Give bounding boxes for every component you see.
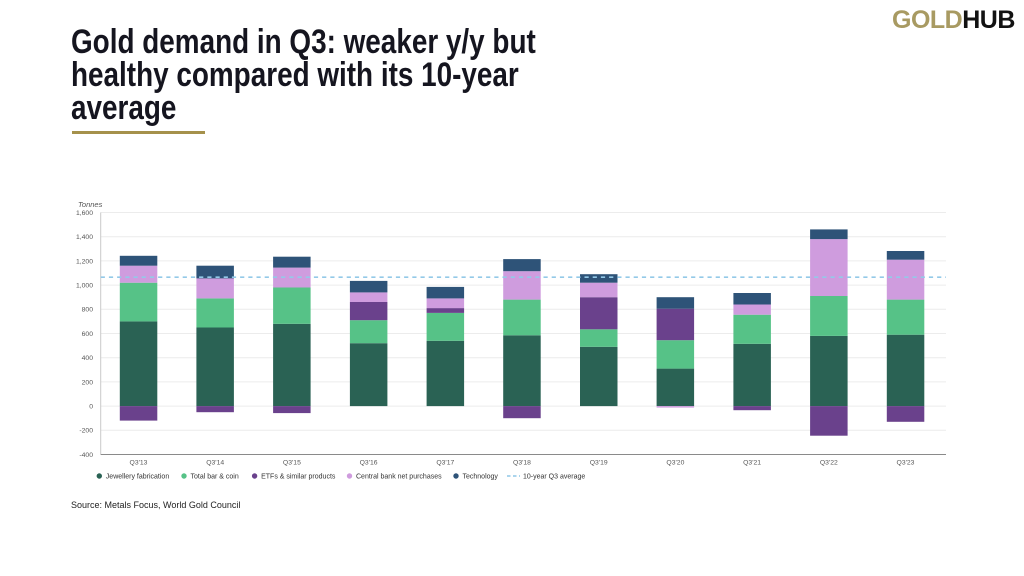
- svg-text:Q3'19: Q3'19: [590, 460, 608, 467]
- svg-text:400: 400: [82, 355, 94, 362]
- svg-text:Q3'18: Q3'18: [513, 460, 531, 467]
- svg-text:1,400: 1,400: [76, 234, 93, 241]
- svg-text:Q3'20: Q3'20: [666, 460, 684, 467]
- svg-text:-400: -400: [79, 452, 93, 459]
- svg-text:Q3'16: Q3'16: [360, 460, 378, 467]
- svg-text:Jewellery fabrication: Jewellery fabrication: [106, 474, 170, 481]
- svg-text:-200: -200: [79, 428, 93, 435]
- svg-text:1,000: 1,000: [76, 283, 93, 290]
- svg-text:ETFs & similar products: ETFs & similar products: [261, 474, 336, 481]
- svg-text:Q3'15: Q3'15: [283, 460, 301, 467]
- svg-text:Tonnes: Tonnes: [78, 200, 103, 209]
- svg-text:10-year Q3 average: 10-year Q3 average: [523, 474, 585, 481]
- svg-text:Q3'13: Q3'13: [130, 460, 148, 467]
- svg-text:Total bar & coin: Total bar & coin: [191, 474, 239, 481]
- svg-text:Q3'22: Q3'22: [820, 460, 838, 467]
- svg-text:200: 200: [82, 379, 94, 386]
- svg-text:800: 800: [82, 307, 94, 314]
- svg-text:Q3'23: Q3'23: [897, 460, 915, 467]
- svg-text:Q3'17: Q3'17: [436, 460, 454, 467]
- svg-text:1,600: 1,600: [76, 210, 93, 217]
- svg-text:600: 600: [82, 331, 94, 338]
- svg-text:Technology: Technology: [463, 474, 499, 481]
- svg-text:Q3'14: Q3'14: [206, 460, 224, 467]
- svg-text:Q3'21: Q3'21: [743, 460, 761, 467]
- svg-text:0: 0: [89, 404, 93, 411]
- svg-text:Central bank net purchases: Central bank net purchases: [356, 474, 442, 481]
- svg-text:1,200: 1,200: [76, 258, 93, 265]
